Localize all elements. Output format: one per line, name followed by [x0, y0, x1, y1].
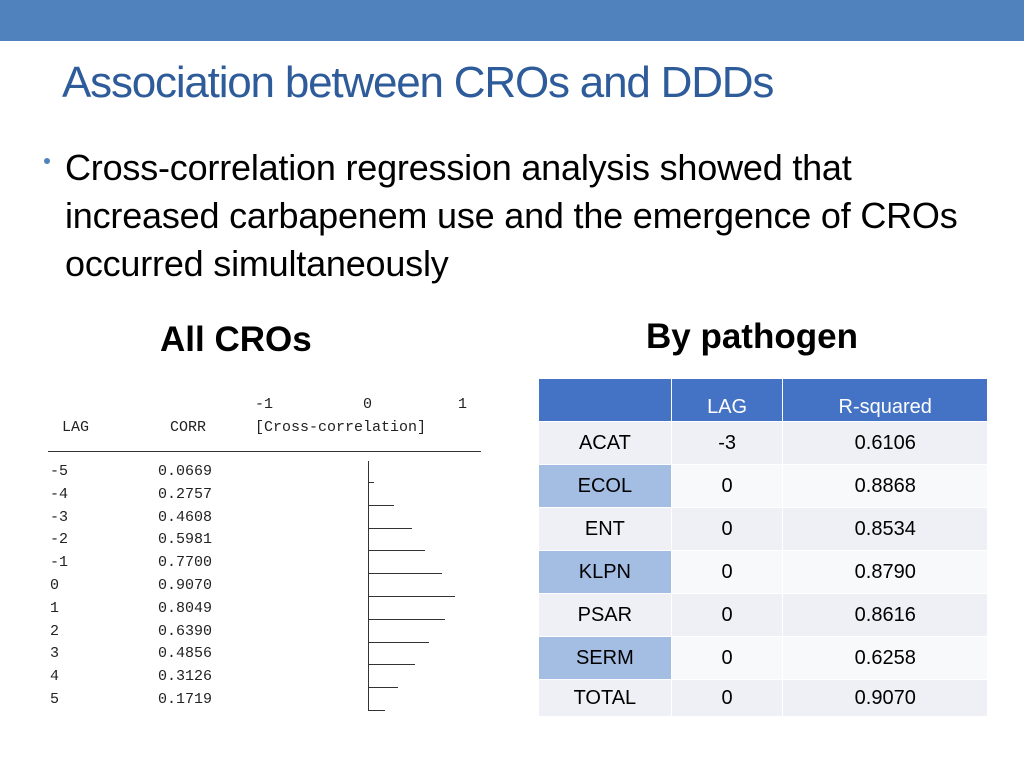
table-row: ECOL 0 0.8868: [538, 464, 988, 508]
pathogen-cell: SERM: [538, 636, 672, 680]
pathogen-cell: PSAR: [538, 593, 672, 637]
crosscorr-lag: 0: [50, 577, 60, 594]
crosscorr-bar: [368, 482, 375, 483]
r-squared-cell: 0.8868: [782, 464, 988, 508]
table-row: ACAT -3 0.6106: [538, 421, 988, 465]
crosscorr-lag: 4: [50, 668, 60, 686]
bullet-dot-icon: [44, 158, 50, 164]
lag-column-header: LAG: [62, 419, 90, 436]
scale-label-max: 1: [458, 396, 468, 413]
pathogen-cell: ECOL: [538, 464, 672, 508]
lag-cell: 0: [670, 593, 784, 637]
crosscorr-bar: [368, 550, 426, 552]
table-row: ENT 0 0.8534: [538, 507, 988, 551]
lag-cell: 0: [670, 550, 784, 594]
lag-cell: 0: [670, 679, 784, 717]
crosscorr-value: 0.4856: [158, 645, 213, 663]
r-squared-cell: 0.8790: [782, 550, 988, 594]
crosscorr-value: 0.6390: [158, 622, 213, 640]
crosscorr-value: 0.5981: [158, 531, 213, 549]
crosscorr-bar: [368, 664, 415, 666]
r-squared-cell: 0.9070: [782, 679, 988, 717]
crosscorr-value: 0.0669: [158, 463, 213, 480]
header-r-squared: R-squared: [782, 378, 988, 422]
crosscorr-bar: [368, 504, 395, 506]
zero-axis-line: [368, 461, 369, 711]
pathogen-cell: ENT: [538, 507, 672, 551]
corr-column-header: CORR: [170, 419, 207, 436]
lag-cell: 0: [670, 636, 784, 680]
r-squared-cell: 0.8534: [782, 507, 988, 551]
pathogen-cell: ACAT: [538, 421, 672, 465]
crosscorr-value: 0.1719: [158, 691, 213, 708]
all-cros-heading: All CROs: [160, 320, 312, 359]
slide-title: Association between CROs and DDDs: [62, 58, 774, 107]
table-row: PSAR 0 0.8616: [538, 593, 988, 637]
table-header-row: LAG R-squared: [538, 378, 988, 422]
scale-label-zero: 0: [363, 396, 373, 413]
pathogen-cell: KLPN: [538, 550, 672, 594]
bullet-item: Cross-correlation regression analysis sh…: [40, 144, 990, 288]
crosscorr-lag: 1: [50, 599, 60, 617]
top-accent-bar: [0, 0, 1024, 41]
crosscorr-bar: [368, 710, 385, 711]
crosscorr-bar: [368, 641, 430, 643]
by-pathogen-heading: By pathogen: [646, 317, 858, 356]
crosscorr-lag: 5: [50, 691, 60, 708]
crosscorr-value: 0.4608: [158, 508, 213, 526]
table-row: TOTAL 0 0.9070: [538, 679, 988, 717]
lag-cell: -3: [670, 421, 784, 465]
crosscorr-bar: [368, 618, 446, 620]
crosscorr-lag: -2: [50, 531, 69, 549]
pathogen-table: LAG R-squared ACAT -3 0.6106 ECOL 0 0.8868 ENT…: [538, 378, 988, 717]
r-squared-cell: 0.6258: [782, 636, 988, 680]
crosscorr-lag: -3: [50, 508, 69, 526]
crosscorr-value: 0.9070: [158, 577, 213, 594]
crosscorr-lag: 2: [50, 622, 60, 640]
crosscorr-bar: [368, 573, 442, 575]
lag-cell: 0: [670, 464, 784, 508]
r-squared-cell: 0.8616: [782, 593, 988, 637]
header-pathogen: [538, 378, 672, 422]
crosscorr-value: 0.3126: [158, 668, 213, 686]
crosscorr-lag: -5: [50, 463, 69, 480]
scale-label-min: -1: [255, 396, 274, 413]
table-row: SERM 0 0.6258: [538, 636, 988, 680]
crosscorr-lag: 3: [50, 645, 60, 663]
bullet-text: Cross-correlation regression analysis sh…: [65, 147, 958, 284]
crosscorr-lag: -1: [50, 554, 69, 572]
crosscorr-lag: -4: [50, 485, 69, 503]
pathogen-cell: TOTAL: [538, 679, 672, 717]
r-squared-cell: 0.6106: [782, 421, 988, 465]
crosscorr-value: 0.7700: [158, 554, 213, 572]
crosscorr-value: 0.2757: [158, 485, 213, 503]
lag-cell: 0: [670, 507, 784, 551]
table-row: KLPN 0 0.8790: [538, 550, 988, 594]
crosscorr-bar: [368, 596, 456, 597]
header-rule: [48, 451, 481, 452]
crosscorr-bar: [368, 687, 398, 689]
crosscorr-value: 0.8049: [158, 599, 213, 617]
crosscorr-bar: [368, 527, 413, 529]
plot-column-header: [Cross-correlation]: [255, 419, 427, 436]
header-lag: LAG: [670, 378, 784, 422]
